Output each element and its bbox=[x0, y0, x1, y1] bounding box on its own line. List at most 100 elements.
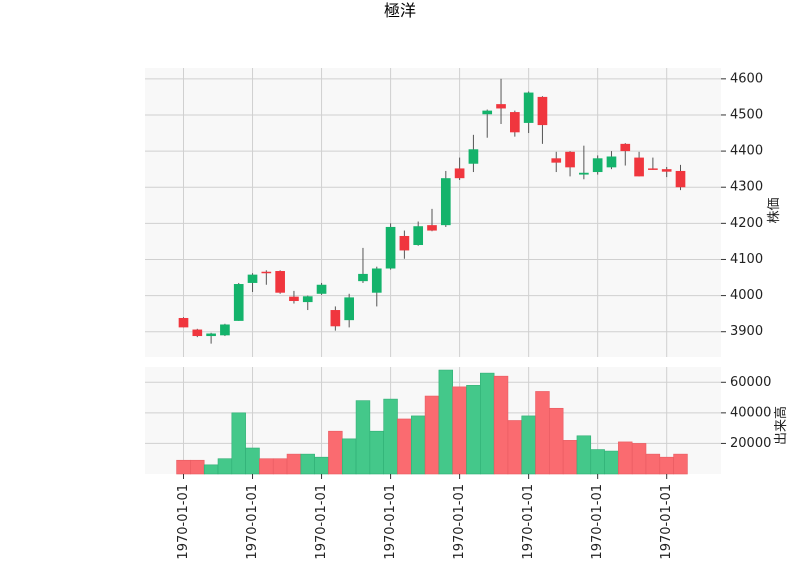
volume-bar bbox=[618, 441, 633, 475]
volume-bar bbox=[245, 447, 260, 475]
candle-body bbox=[661, 169, 672, 172]
candle-body bbox=[565, 151, 575, 168]
volume-bar bbox=[535, 391, 550, 475]
x-tick-label: 1970-01-01 bbox=[452, 484, 467, 560]
volume-bar bbox=[286, 453, 302, 475]
volume-bars bbox=[176, 369, 688, 475]
x-tick-label: 1970-01-01 bbox=[245, 484, 260, 560]
candle-body bbox=[247, 274, 258, 283]
volume-bar bbox=[259, 458, 274, 475]
candles bbox=[178, 78, 686, 344]
volume-bar bbox=[383, 398, 398, 475]
volume-bar bbox=[576, 435, 592, 475]
price-axis: 3900 4000 4100 4200 4300 4400 4500 4600 bbox=[721, 71, 763, 339]
volume-bar bbox=[314, 456, 329, 475]
x-tick-label: 1970-01-01 bbox=[521, 484, 536, 560]
candle-body bbox=[289, 296, 299, 302]
candle-body bbox=[344, 297, 354, 321]
volume-bar bbox=[507, 420, 523, 475]
price-panel-background bbox=[145, 68, 721, 357]
volume-bar bbox=[355, 400, 371, 475]
volume-bar bbox=[341, 438, 357, 475]
candle-body bbox=[358, 273, 368, 282]
volume-panel: 20000 40000 60000 出来高 bbox=[145, 367, 789, 475]
candle-body bbox=[648, 168, 658, 170]
x-tick-label: 1970-01-01 bbox=[314, 484, 329, 560]
volume-bar bbox=[590, 449, 605, 475]
volume-bar bbox=[176, 459, 191, 475]
volume-bar bbox=[300, 453, 315, 475]
candle-body bbox=[206, 333, 216, 337]
volume-axis-label: 出来高 bbox=[773, 406, 789, 445]
price-tick-label: 4100 bbox=[730, 252, 763, 267]
volume-tick-label: 20000 bbox=[730, 436, 771, 451]
candle-body bbox=[579, 172, 589, 175]
price-tick-label: 4400 bbox=[730, 144, 763, 159]
candle-body bbox=[233, 284, 244, 321]
candle-body bbox=[592, 158, 603, 173]
volume-bar bbox=[549, 407, 564, 475]
x-tick-label: 1970-01-01 bbox=[383, 484, 398, 560]
volume-bar bbox=[480, 372, 495, 475]
volume-bar bbox=[272, 458, 288, 475]
candle-body bbox=[220, 324, 230, 336]
candle-body bbox=[634, 157, 644, 177]
candle-body bbox=[620, 143, 631, 152]
volume-bar bbox=[452, 386, 467, 475]
volume-bar bbox=[217, 458, 233, 475]
candle-body bbox=[482, 110, 493, 115]
volume-tick-label: 60000 bbox=[730, 375, 771, 390]
volume-bar bbox=[673, 453, 688, 475]
price-tick-label: 4000 bbox=[730, 288, 763, 303]
volume-tick-label: 40000 bbox=[730, 405, 771, 420]
candle-body bbox=[178, 317, 189, 328]
volume-bar bbox=[203, 464, 219, 475]
volume-bar bbox=[645, 453, 661, 475]
candle-body bbox=[316, 284, 327, 294]
candle-body bbox=[551, 158, 562, 163]
volume-bar bbox=[328, 430, 343, 475]
candle-body bbox=[523, 92, 534, 123]
candle-body bbox=[675, 170, 686, 188]
volume-bar bbox=[190, 459, 205, 475]
candle-body bbox=[275, 271, 285, 293]
x-axis: 1970-01-01 1970-01-01 1970-01-01 1970-01-01… bbox=[176, 474, 674, 560]
candle-body bbox=[302, 296, 313, 303]
price-axis-label: 株価 bbox=[767, 197, 782, 223]
price-tick-label: 4200 bbox=[730, 216, 763, 231]
price-tick-label: 4600 bbox=[730, 71, 763, 86]
volume-axis: 20000 40000 60000 bbox=[721, 375, 771, 451]
candle-body bbox=[440, 178, 451, 226]
volume-bar bbox=[231, 412, 246, 475]
price-tick-label: 4500 bbox=[730, 107, 763, 122]
candle-body bbox=[385, 226, 396, 269]
volume-bar bbox=[397, 418, 412, 475]
volume-bar bbox=[631, 443, 647, 475]
candle-body bbox=[413, 226, 424, 246]
chart-title: 極洋 bbox=[384, 1, 416, 20]
candle-body bbox=[454, 168, 465, 179]
candle-body bbox=[192, 329, 203, 337]
volume-bar bbox=[659, 456, 674, 475]
volume-bar bbox=[604, 450, 619, 475]
volume-bar bbox=[521, 415, 536, 475]
candle-body bbox=[427, 225, 437, 231]
price-tick-label: 4300 bbox=[730, 180, 763, 195]
candle-body bbox=[537, 96, 548, 126]
price-panel: 3900 4000 4100 4200 4300 4400 4500 4600 株価 bbox=[145, 68, 782, 357]
candle-body bbox=[399, 235, 410, 251]
x-tick-label: 1970-01-01 bbox=[659, 484, 674, 560]
volume-bar bbox=[424, 395, 440, 475]
volume-bar bbox=[562, 440, 578, 475]
price-tick-label: 3900 bbox=[730, 324, 763, 339]
volume-bar bbox=[410, 415, 426, 475]
candle-body bbox=[330, 310, 341, 327]
volume-bar bbox=[493, 375, 509, 475]
volume-bar bbox=[438, 369, 454, 475]
candle-body bbox=[606, 156, 617, 168]
candle-body bbox=[496, 104, 506, 109]
volume-bar bbox=[369, 430, 384, 475]
x-tick-label: 1970-01-01 bbox=[590, 484, 605, 560]
x-tick-label: 1970-01-01 bbox=[176, 484, 191, 560]
